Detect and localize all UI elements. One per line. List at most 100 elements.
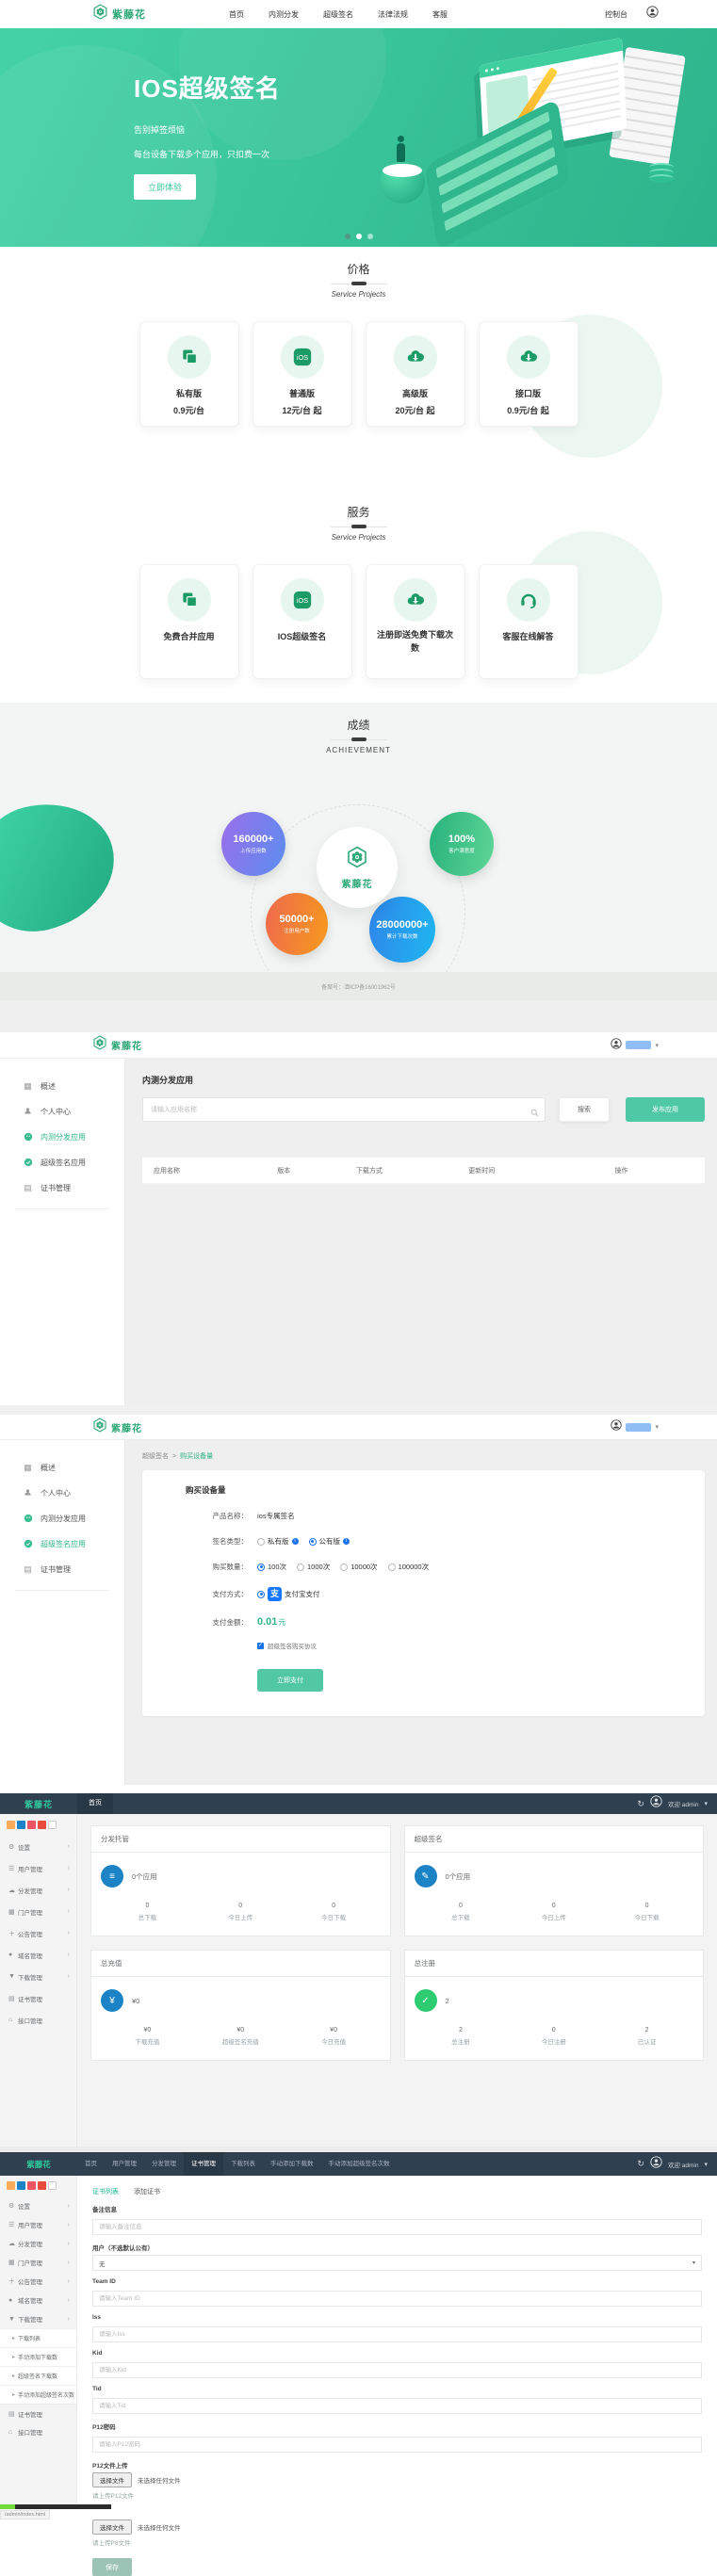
admin-welcome-menu[interactable]: 欢迎 admin — [667, 2162, 699, 2169]
sidebar-item-beta-apps[interactable]: 内测分发应用 — [0, 1506, 124, 1531]
admin-menu-certificates[interactable]: ▤ 证书管理 — [8, 1995, 42, 2003]
carousel-dot-2-active[interactable] — [355, 234, 362, 239]
admin-tab-home[interactable]: 首页 — [77, 1793, 113, 1814]
refresh-icon[interactable]: ↻ — [637, 2159, 644, 2168]
admin-menu-distribution[interactable]: ☁ 分发管理 › — [8, 2240, 70, 2249]
admin-menu-api[interactable]: ⌂ 接口管理 — [8, 2428, 42, 2438]
tab-distribution[interactable]: 分发管理 — [152, 2161, 176, 2167]
info-icon[interactable]: i — [343, 1538, 350, 1545]
p12-password-input[interactable] — [92, 2437, 702, 2453]
iss-input[interactable] — [92, 2326, 702, 2342]
theme-swatch-orange[interactable] — [7, 1821, 15, 1829]
nav-beta-distribution[interactable]: 内测分发 — [269, 9, 299, 19]
tab-add-cert[interactable]: 添加证书 — [134, 2189, 160, 2195]
refresh-icon[interactable]: ↻ — [637, 1798, 644, 1808]
info-icon[interactable]: i — [291, 1538, 299, 1545]
tid-input[interactable] — [92, 2398, 702, 2414]
radio-count-1000[interactable]: 1000次 — [297, 1562, 330, 1572]
admin-menu-users[interactable]: ☰ 用户管理 › — [8, 1865, 70, 1873]
admin-menu-downloads-open[interactable]: ▼ 下载管理 › — [8, 2315, 70, 2325]
theme-swatch-red[interactable] — [27, 1821, 36, 1829]
checkbox-checked-icon[interactable]: ✓ — [257, 1642, 264, 1649]
admin-brand[interactable]: 紫藤花 — [26, 2159, 51, 2169]
brand-logo[interactable]: 紫藤花 — [92, 4, 146, 24]
agreement-label[interactable]: 超级签名购买协议 — [268, 1644, 317, 1650]
price-card-private[interactable]: 私有版 0.9元/台 — [139, 321, 239, 427]
search-button[interactable]: 搜索 — [559, 1097, 610, 1122]
theme-swatch-red[interactable] — [27, 2181, 36, 2190]
nav-legal[interactable]: 法律法规 — [378, 9, 408, 19]
sidebar-item-profile[interactable]: 个人中心 — [0, 1099, 124, 1125]
admin-menu-distribution[interactable]: ☁ 分发管理 › — [8, 1887, 70, 1895]
admin-menu-domains[interactable]: ● 域名管理 › — [8, 2296, 70, 2306]
admin-menu-downloads[interactable]: ▼ 下载管理 › — [8, 1973, 70, 1982]
remark-input[interactable] — [92, 2219, 702, 2235]
brand-logo[interactable]: 紫藤花 — [92, 1035, 142, 1055]
console-link[interactable]: 控制台 — [605, 9, 627, 19]
team-id-input[interactable] — [92, 2291, 702, 2307]
theme-swatch-darkred[interactable] — [38, 1821, 46, 1829]
price-card-api[interactable]: 接口版 0.9元/台 起 — [478, 321, 578, 427]
admin-menu-announcements[interactable]: ＋公告管理 › — [8, 1930, 70, 1938]
theme-swatch-darkred[interactable] — [38, 2181, 46, 2190]
radio-public-version-selected[interactable]: 公有版 i — [308, 1536, 350, 1547]
radio-count-100000[interactable]: 100000次 — [387, 1562, 429, 1572]
admin-menu-portal[interactable]: ▦ 门户管理 › — [8, 2259, 70, 2268]
user-avatar-icon[interactable] — [646, 6, 659, 23]
admin-menu-announcements[interactable]: ＋公告管理 › — [8, 2277, 70, 2287]
tab-home[interactable]: 首页 — [85, 2161, 97, 2167]
user-select[interactable]: 无 ▾ — [92, 2255, 702, 2271]
tab-download-list[interactable]: 下载列表 — [231, 2161, 255, 2167]
submenu-add-downloads[interactable]: ▸ 手动添加下载数 — [0, 2347, 76, 2366]
radio-count-100-selected[interactable]: 100次 — [257, 1562, 286, 1572]
theme-swatch-white[interactable] — [48, 2181, 57, 2190]
submenu-download-list[interactable]: ▸ 下载列表 — [0, 2328, 76, 2347]
radio-alipay-selected[interactable]: 支支付宝支付 — [257, 1587, 320, 1601]
service-card-support[interactable]: 客服在线解答 — [478, 564, 578, 679]
admin-menu-certificates[interactable]: ▤ 证书管理 — [0, 2404, 76, 2422]
theme-swatch-blue[interactable] — [17, 2181, 25, 2190]
sidebar-item-certificates[interactable]: ▤ 证书管理 — [24, 1564, 71, 1575]
kid-input[interactable] — [92, 2362, 702, 2378]
sidebar-item-overview[interactable]: ▦ 概述 — [24, 1081, 56, 1092]
save-button[interactable]: 保存 — [92, 2558, 132, 2576]
user-menu[interactable]: ▾ — [611, 1037, 659, 1054]
user-menu[interactable]: ▾ — [611, 1418, 659, 1435]
submenu-supersign-downloads[interactable]: ▸ 超级签名下载数 — [0, 2366, 76, 2385]
carousel-dot-3[interactable] — [367, 234, 373, 239]
tab-add-downloads[interactable]: 手动添加下载数 — [270, 2161, 314, 2167]
nav-super-signature[interactable]: 超级签名 — [323, 9, 353, 19]
submenu-add-supersign[interactable]: ▸ 手动添加超级签名次数 — [0, 2385, 76, 2404]
carousel-dot-1[interactable] — [344, 234, 350, 239]
breadcrumb-root[interactable]: 超级签名 — [142, 1453, 169, 1460]
sidebar-item-certificates[interactable]: ▤ 证书管理 — [24, 1183, 71, 1193]
admin-menu-users[interactable]: ☰ 用户管理 › — [8, 2221, 70, 2230]
sidebar-item-supersign-apps[interactable]: 超级签名应用 — [0, 1150, 124, 1175]
tab-cert-list[interactable]: 证书列表 — [92, 2189, 119, 2195]
price-card-advanced[interactable]: 高级版 20元/台 起 — [365, 321, 465, 427]
theme-swatch-blue[interactable] — [17, 1821, 25, 1829]
admin-menu-settings[interactable]: ⚙ 设置 › — [8, 1843, 70, 1852]
sidebar-item-overview[interactable]: ▦ 概述 — [24, 1463, 56, 1473]
admin-avatar-icon[interactable] — [650, 2155, 662, 2173]
p8-choose-file-button[interactable]: 选择文件 — [92, 2519, 132, 2535]
nav-support[interactable]: 客服 — [432, 9, 448, 19]
admin-menu-domains[interactable]: ● 域名管理 › — [8, 1952, 70, 1960]
nav-home[interactable]: 首页 — [229, 9, 244, 19]
tab-add-supersign[interactable]: 手动添加超级签名次数 — [328, 2161, 390, 2167]
price-card-normal[interactable]: iOS 普通版 12元/台 起 — [252, 321, 352, 427]
service-card-merge[interactable]: 免费合并应用 — [139, 564, 239, 679]
service-card-supersign[interactable]: iOS IOS超级签名 — [252, 564, 352, 679]
sidebar-item-beta-apps[interactable]: 内测分发应用 — [0, 1125, 124, 1150]
tab-certificates-active[interactable]: 证书管理 — [184, 2152, 223, 2176]
sidebar-item-supersign-apps[interactable]: 超级签名应用 — [0, 1531, 124, 1557]
search-input[interactable] — [142, 1097, 546, 1122]
p12-choose-file-button[interactable]: 选择文件 — [92, 2472, 132, 2487]
admin-menu-api[interactable]: ⌂ 接口管理 — [8, 2017, 42, 2025]
radio-private-version[interactable]: 私有版 i — [257, 1536, 299, 1547]
brand-logo[interactable]: 紫藤花 — [92, 1417, 142, 1437]
radio-count-10000[interactable]: 10000次 — [340, 1562, 378, 1572]
theme-swatch-white[interactable] — [48, 1821, 57, 1829]
service-card-free-downloads[interactable]: 注册即送免费下载次数 — [365, 564, 465, 679]
theme-swatch-orange[interactable] — [7, 2181, 15, 2190]
